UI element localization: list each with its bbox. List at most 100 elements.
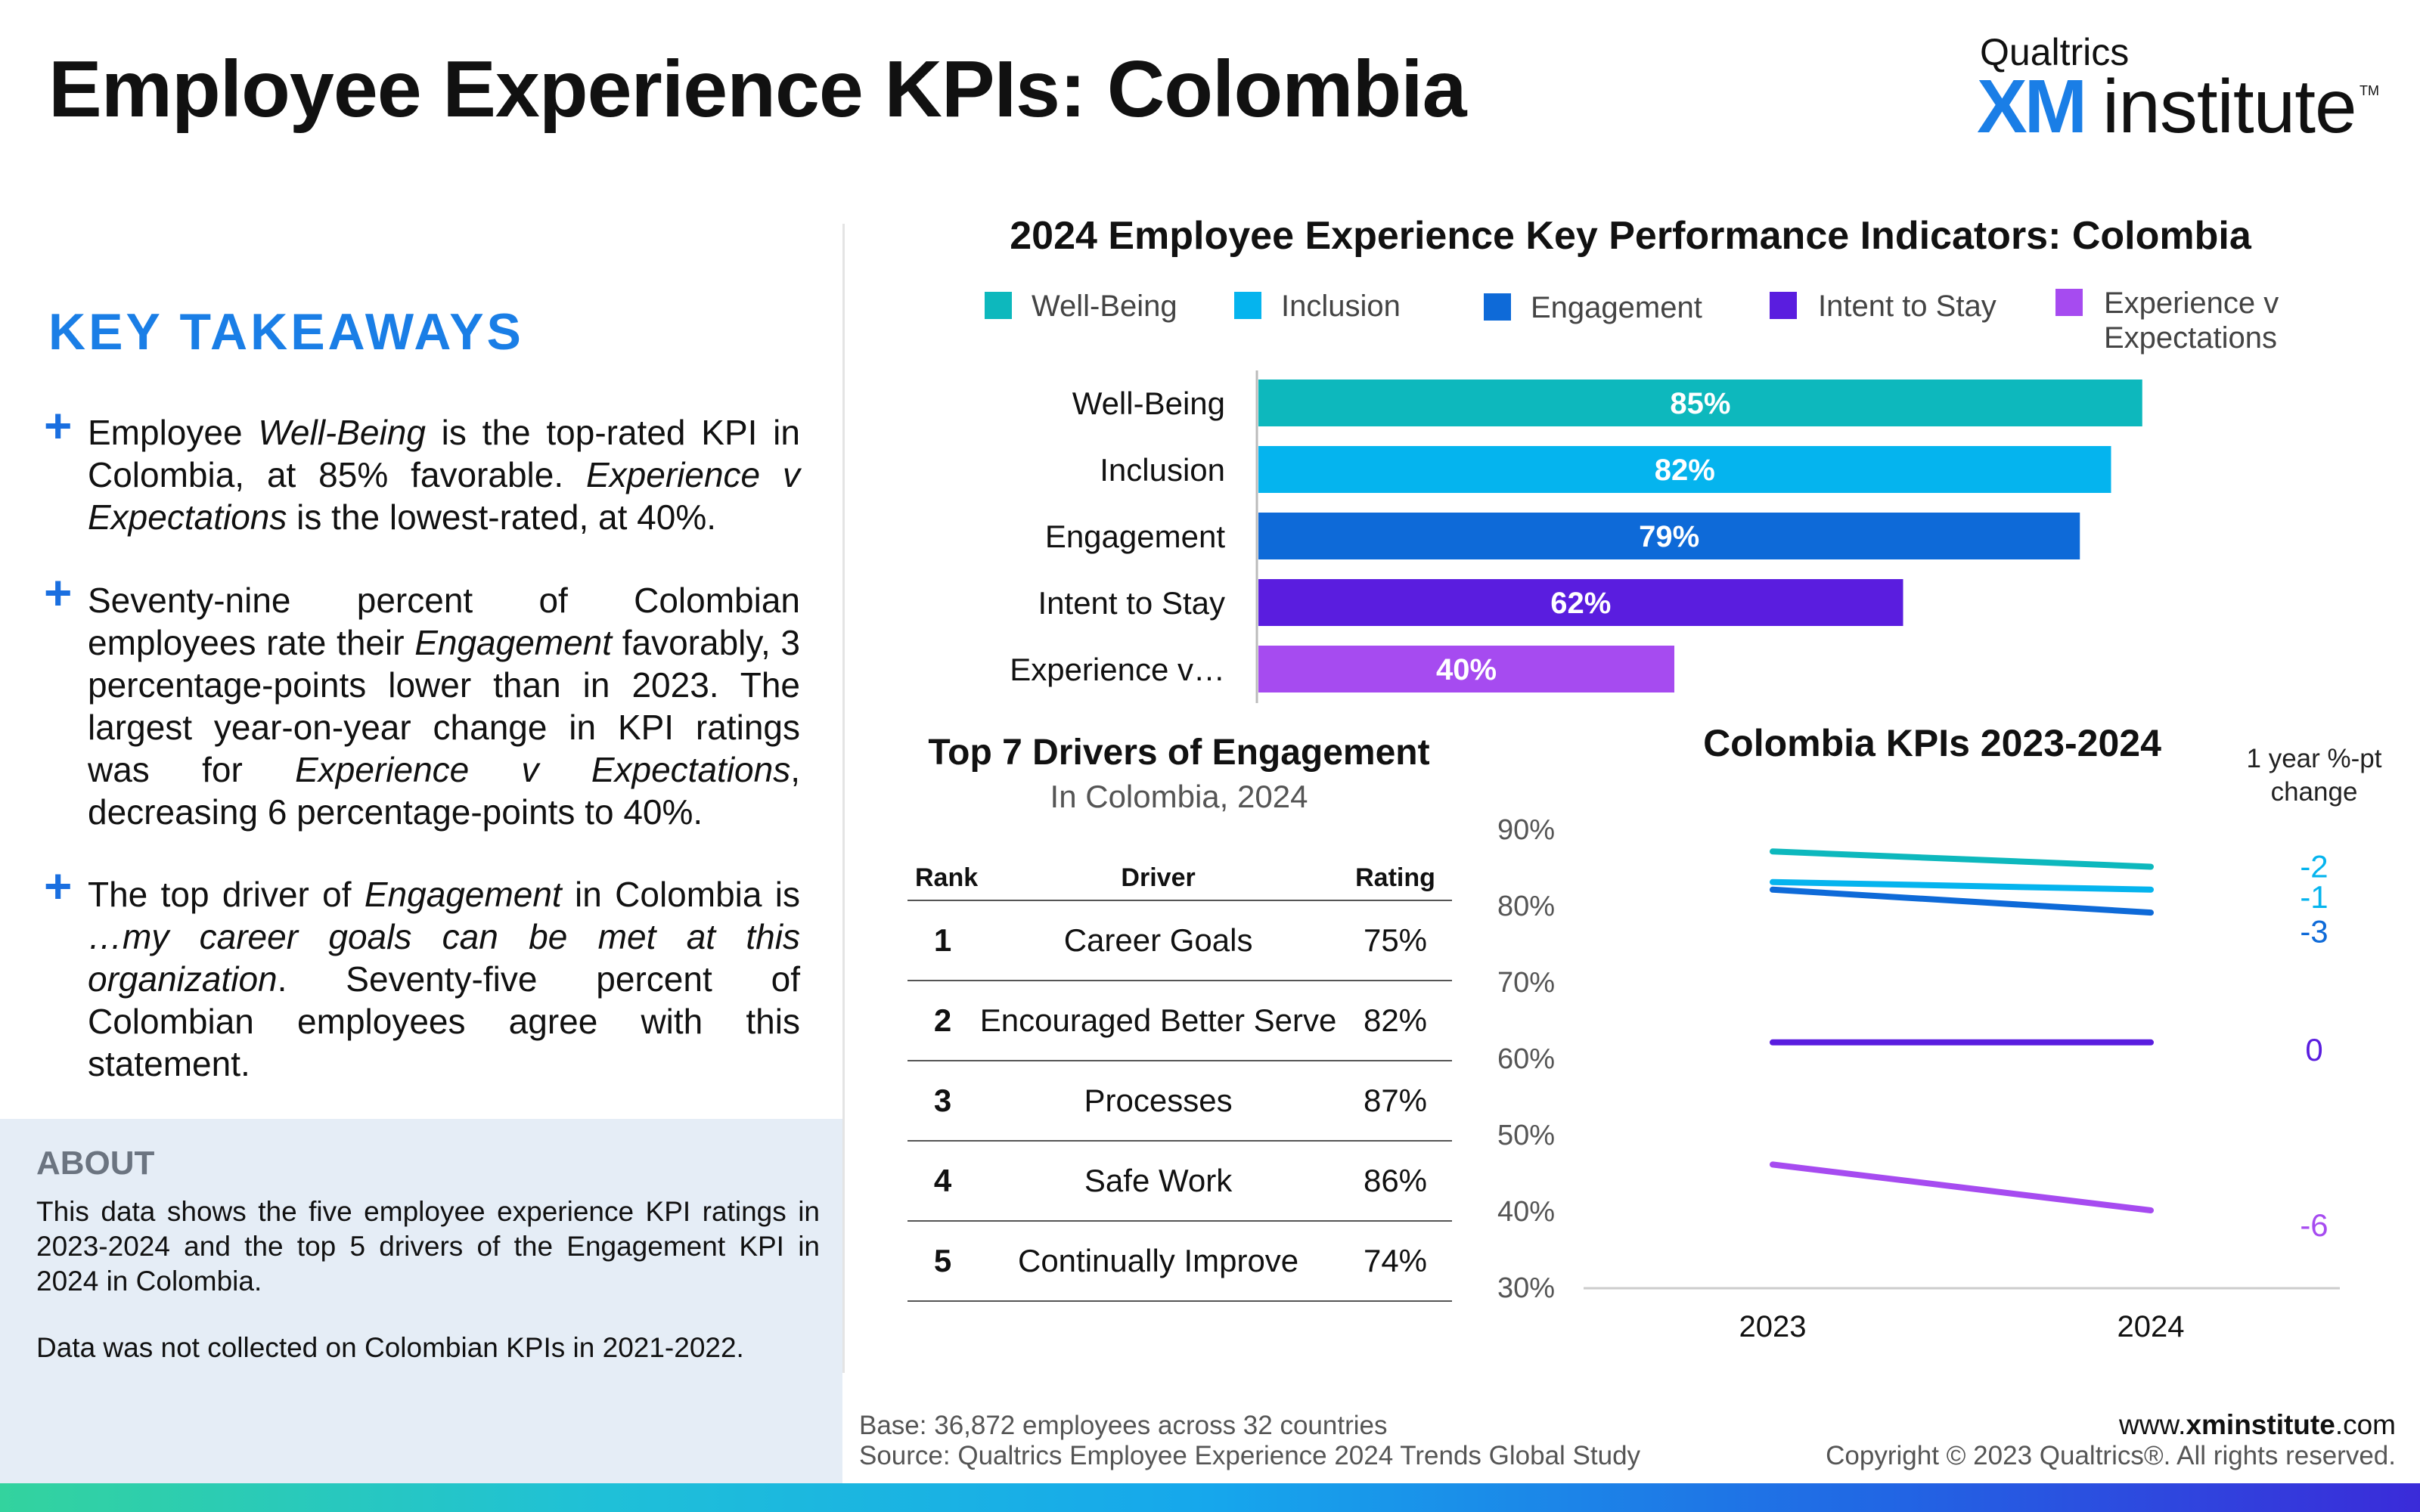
about-panel xyxy=(0,1119,842,1512)
table-row: 4 Safe Work 86% xyxy=(908,1141,1452,1222)
line-chart-title: Colombia KPIs 2023-2024 xyxy=(1703,722,2161,764)
bar-category-label: Inclusion xyxy=(1100,452,1225,488)
change-column-heading: 1 year %-pt change xyxy=(2246,744,2382,807)
takeaway-emphasis: Engagement xyxy=(364,875,562,914)
y-tick-label: 80% xyxy=(1497,891,1555,922)
rank-cell: 2 xyxy=(908,981,979,1061)
takeaway-text: favorably, 3 percentage-points lower tha… xyxy=(88,623,800,789)
rating-cell: 74% xyxy=(1339,1221,1452,1302)
key-takeaways-heading: KEY TAKEAWAYS xyxy=(48,303,524,361)
driver-cell: Continually Improve xyxy=(978,1221,1339,1302)
takeaway-3: The top driver of Engagement in Colombia… xyxy=(88,873,800,1085)
table-row: 2 Encouraged Better Serve 82% xyxy=(908,981,1452,1061)
logo-qualtrics-text: Qualtrics xyxy=(1980,31,2130,73)
kpi-line-chart: 30% 40% 50% 60% 70% 80% 90% 2023 2024 -2-1-3 0 -6 xyxy=(1497,814,2340,1343)
logo-xm-text: XM xyxy=(1977,64,2087,149)
takeaway-text: . Seventy-five percent of Colombian empl… xyxy=(88,959,800,1083)
takeaway-emphasis: …my career goals can be met at this orga… xyxy=(88,917,800,999)
legend-swatch-experience xyxy=(2055,289,2083,316)
plus-icon: + xyxy=(44,565,73,620)
x-tick-label: 2023 xyxy=(1739,1310,1807,1343)
change-label: -1 xyxy=(2300,879,2328,915)
col-driver: Driver xyxy=(978,860,1339,901)
rating-cell: 87% xyxy=(1339,1061,1452,1142)
bar-category-label: Experience v… xyxy=(1010,652,1225,687)
url-suffix: .com xyxy=(2335,1409,2396,1440)
driver-cell: Processes xyxy=(978,1061,1339,1142)
bar-value-label: 82% xyxy=(1655,454,1715,487)
legend-swatch-engagement xyxy=(1484,293,1511,321)
footer-url[interactable]: www.xminstitute.com xyxy=(2119,1409,2396,1441)
drivers-subtitle: In Colombia, 2024 xyxy=(1050,779,1308,814)
rating-cell: 75% xyxy=(1339,900,1452,981)
table-row: 1 Career Goals 75% xyxy=(908,900,1452,981)
drivers-table: Rank Driver Rating 1 Career Goals 75% 2 … xyxy=(908,860,1452,1302)
rank-cell: 3 xyxy=(908,1061,979,1142)
series-line-5 xyxy=(1770,1161,2154,1213)
y-tick-label: 40% xyxy=(1497,1196,1555,1228)
drivers-table-header: Rank Driver Rating xyxy=(908,860,1452,901)
plus-icon: + xyxy=(44,859,73,913)
plus-icon: + xyxy=(44,398,73,453)
bar-category-label: Engagement xyxy=(1045,519,1226,554)
legend-label-intent-to-stay: Intent to Stay xyxy=(1818,290,1996,323)
logo-tm-text: TM xyxy=(2360,83,2379,98)
bar-value-label: 40% xyxy=(1436,653,1497,686)
legend-label-experience: Experience v Expectations xyxy=(2104,287,2279,355)
legend-label-engagement: Engagement xyxy=(1531,291,1702,324)
driver-cell: Career Goals xyxy=(978,900,1339,981)
col-rank: Rank xyxy=(908,860,979,901)
rank-cell: 4 xyxy=(908,1141,979,1222)
rating-cell: 82% xyxy=(1339,981,1452,1061)
kpi-bar-chart: Well-Being 85% Inclusion 82% Engagement 79% In… xyxy=(1010,370,2142,703)
takeaway-text: is the top-rated KPI in Colombia, at 85%… xyxy=(88,413,800,494)
bar-well-being xyxy=(1258,380,2142,426)
column-divider xyxy=(842,224,845,1373)
rank-cell: 1 xyxy=(908,900,979,981)
page-title: Employee Experience KPIs: Colombia xyxy=(48,45,1467,134)
rating-cell: 86% xyxy=(1339,1141,1452,1222)
y-tick-label: 50% xyxy=(1497,1120,1555,1151)
url-prefix: www. xyxy=(2119,1409,2186,1440)
bar-engagement xyxy=(1258,513,2080,559)
y-tick-label: 30% xyxy=(1497,1272,1555,1304)
bar-category-label: Intent to Stay xyxy=(1038,585,1226,621)
driver-cell: Safe Work xyxy=(978,1141,1339,1222)
takeaway-text: in Colombia is xyxy=(561,875,800,914)
xm-institute-logo: Qualtrics XM institute TM xyxy=(1977,30,2379,149)
footer-copyright: Copyright © 2023 Qualtrics®. All rights … xyxy=(1826,1441,2396,1470)
y-tick-label: 90% xyxy=(1497,814,1555,846)
footer-source: Source: Qualtrics Employee Experience 20… xyxy=(859,1441,1641,1470)
driver-cell: Encouraged Better Serve xyxy=(978,981,1339,1061)
bar-value-label: 62% xyxy=(1550,587,1611,620)
series-line-2 xyxy=(1770,878,2154,893)
takeaway-text: The top driver of xyxy=(88,875,365,914)
change-label: 0 xyxy=(2305,1032,2322,1067)
about-note: Data was not collected on Colombian KPIs… xyxy=(36,1332,744,1363)
bar-experience-v- xyxy=(1258,646,1674,692)
y-tick-label: 60% xyxy=(1497,1043,1555,1075)
takeaway-emphasis: Experience v Expectations xyxy=(88,455,800,537)
about-heading: ABOUT xyxy=(36,1145,155,1182)
takeaway-text: Seventy-nine percent of Colombian employ… xyxy=(88,581,800,662)
takeaway-emphasis: Engagement xyxy=(414,623,613,662)
x-tick-label: 2024 xyxy=(2118,1310,2185,1343)
legend-label-inclusion: Inclusion xyxy=(1281,290,1401,323)
bar-value-label: 85% xyxy=(1670,387,1730,420)
bar-value-label: 79% xyxy=(1639,520,1699,553)
col-rating: Rating xyxy=(1339,860,1452,901)
table-row: 5 Continually Improve 74% xyxy=(908,1221,1452,1302)
table-row: 3 Processes 87% xyxy=(908,1061,1452,1142)
bottom-gradient-bar xyxy=(0,1483,2420,1512)
takeaway-emphasis: Experience v Expectations xyxy=(295,750,791,789)
series-line-1 xyxy=(1770,848,2154,870)
drivers-title: Top 7 Drivers of Engagement xyxy=(928,733,1430,773)
legend-swatch-intent-to-stay xyxy=(1770,292,1797,319)
bar-intent-to-stay xyxy=(1258,579,1903,626)
legend-label-well-being: Well-Being xyxy=(1032,290,1177,323)
y-tick-label: 70% xyxy=(1497,967,1555,999)
bar-category-label: Well-Being xyxy=(1072,386,1225,421)
legend-swatch-inclusion xyxy=(1234,292,1261,319)
series-line-3 xyxy=(1770,886,2154,916)
takeaway-text: is the lowest-rated, at 40%. xyxy=(287,497,717,537)
